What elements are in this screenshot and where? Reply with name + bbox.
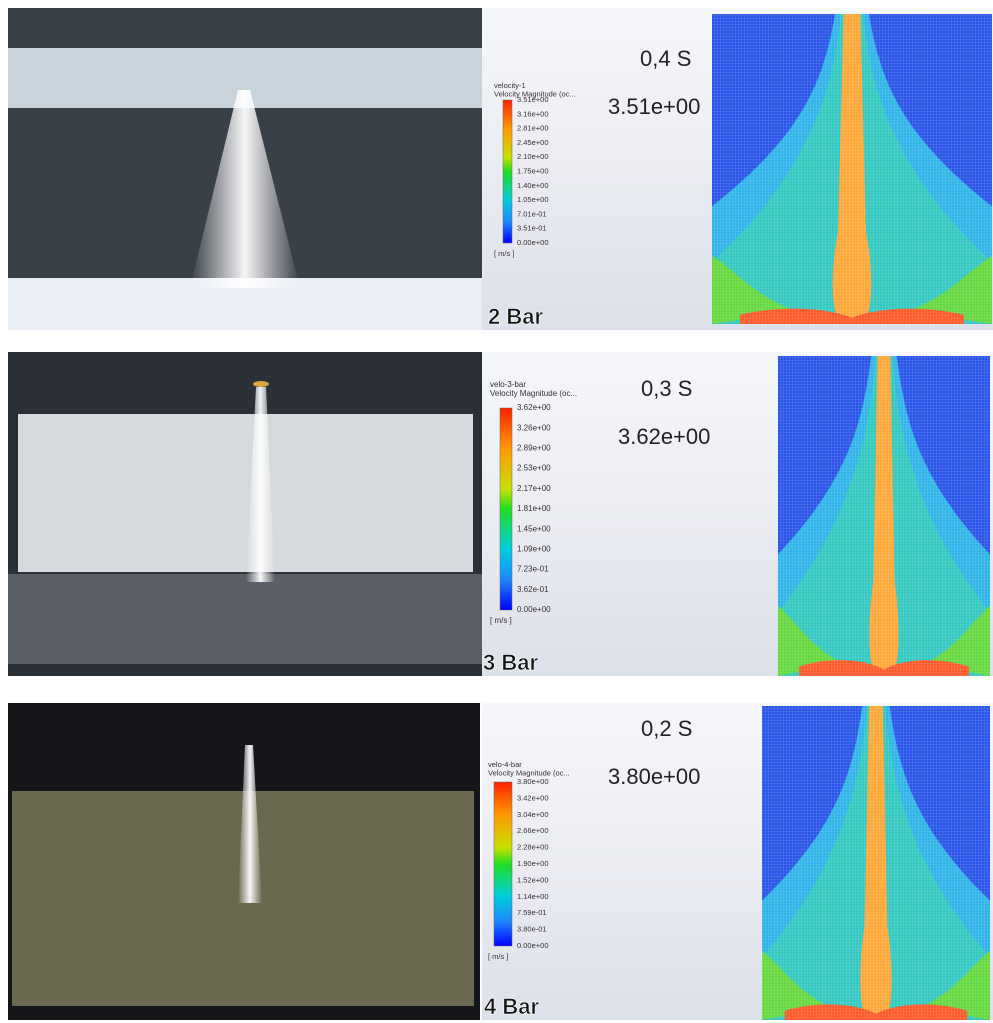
max-velocity: 3.62e+00 bbox=[618, 424, 710, 449]
photo bbox=[8, 8, 482, 330]
legend-label: 2.10e+00 bbox=[517, 152, 549, 161]
legend-label: 1.14e+00 bbox=[517, 892, 549, 901]
legend-label: 3.51e+00 bbox=[517, 95, 549, 104]
max-velocity: 3.51e+00 bbox=[608, 94, 700, 119]
nozzle bbox=[253, 381, 269, 387]
pressure-label: 4 Bar bbox=[484, 994, 539, 1019]
legend-label: 3.80e-01 bbox=[517, 925, 547, 934]
legend-label: 2.81e+00 bbox=[517, 124, 549, 133]
legend-label: 3.51e-01 bbox=[517, 224, 547, 233]
figure: velocity-1Velocity Magnitude (oc...3.51e… bbox=[0, 0, 993, 1023]
legend-unit: [ m/s ] bbox=[490, 616, 512, 625]
pressure-label: 3 Bar bbox=[483, 650, 538, 675]
legend-label: 1.45e+00 bbox=[517, 524, 551, 533]
legend-label: 0.00e+00 bbox=[517, 941, 549, 950]
legend-title: Velocity Magnitude (oc... bbox=[490, 389, 577, 398]
photo bbox=[8, 352, 482, 676]
legend-label: 7.01e-01 bbox=[517, 209, 547, 218]
legend-label: 0.00e+00 bbox=[517, 238, 549, 247]
colorbar bbox=[494, 782, 512, 946]
legend-unit: [ m/s ] bbox=[488, 952, 508, 961]
legend-label: 3.42e+00 bbox=[517, 793, 549, 802]
legend-unit: [ m/s ] bbox=[494, 249, 514, 258]
legend-label: 3.62e+00 bbox=[517, 403, 551, 412]
mesh bbox=[762, 706, 990, 1020]
legend-label: 1.40e+00 bbox=[517, 181, 549, 190]
base bbox=[8, 574, 482, 664]
legend-label: 1.05e+00 bbox=[517, 195, 549, 204]
legend-label: 3.80e+00 bbox=[517, 777, 549, 786]
legend-label: 2.66e+00 bbox=[517, 826, 549, 835]
legend-label: 2.53e+00 bbox=[517, 464, 551, 473]
legend-label: 3.62e-01 bbox=[517, 585, 549, 594]
legend-label: 3.26e+00 bbox=[517, 423, 551, 432]
time-label: 0,2 S bbox=[641, 716, 692, 741]
legend-label: 3.16e+00 bbox=[517, 109, 549, 118]
legend-label: 2.45e+00 bbox=[517, 138, 549, 147]
colorbar bbox=[500, 408, 512, 610]
time-label: 0,3 S bbox=[641, 376, 692, 401]
legend-label: 1.75e+00 bbox=[517, 166, 549, 175]
legend-label: 1.81e+00 bbox=[517, 504, 551, 513]
pressure-label: 2 Bar bbox=[488, 304, 543, 329]
max-velocity: 3.80e+00 bbox=[608, 764, 700, 789]
legend-title: velo-3-bar bbox=[490, 380, 526, 389]
mesh bbox=[712, 14, 992, 324]
legend-label: 2.28e+00 bbox=[517, 843, 549, 852]
legend-label: 0.00e+00 bbox=[517, 605, 551, 614]
mesh bbox=[778, 356, 990, 676]
legend-label: 1.90e+00 bbox=[517, 859, 549, 868]
legend-label: 3.04e+00 bbox=[517, 810, 549, 819]
time-label: 0,4 S bbox=[640, 46, 691, 71]
colorbar bbox=[503, 100, 512, 243]
photo bbox=[8, 703, 480, 1020]
tank bbox=[18, 414, 473, 572]
legend-label: 2.17e+00 bbox=[517, 484, 551, 493]
legend-label: 7.23e-01 bbox=[517, 565, 549, 574]
legend-label: 1.09e+00 bbox=[517, 545, 551, 554]
legend-label: 7.59e-01 bbox=[517, 908, 547, 917]
legend-label: 2.89e+00 bbox=[517, 444, 551, 453]
legend-label: 1.52e+00 bbox=[517, 875, 549, 884]
